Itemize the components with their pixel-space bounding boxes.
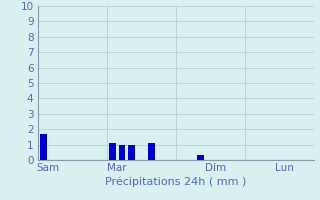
Bar — [109, 143, 116, 160]
Bar — [148, 143, 155, 160]
Bar — [40, 134, 47, 160]
Bar — [197, 155, 204, 160]
Bar — [128, 145, 135, 160]
X-axis label: Précipitations 24h ( mm ): Précipitations 24h ( mm ) — [105, 177, 247, 187]
Bar — [118, 145, 125, 160]
